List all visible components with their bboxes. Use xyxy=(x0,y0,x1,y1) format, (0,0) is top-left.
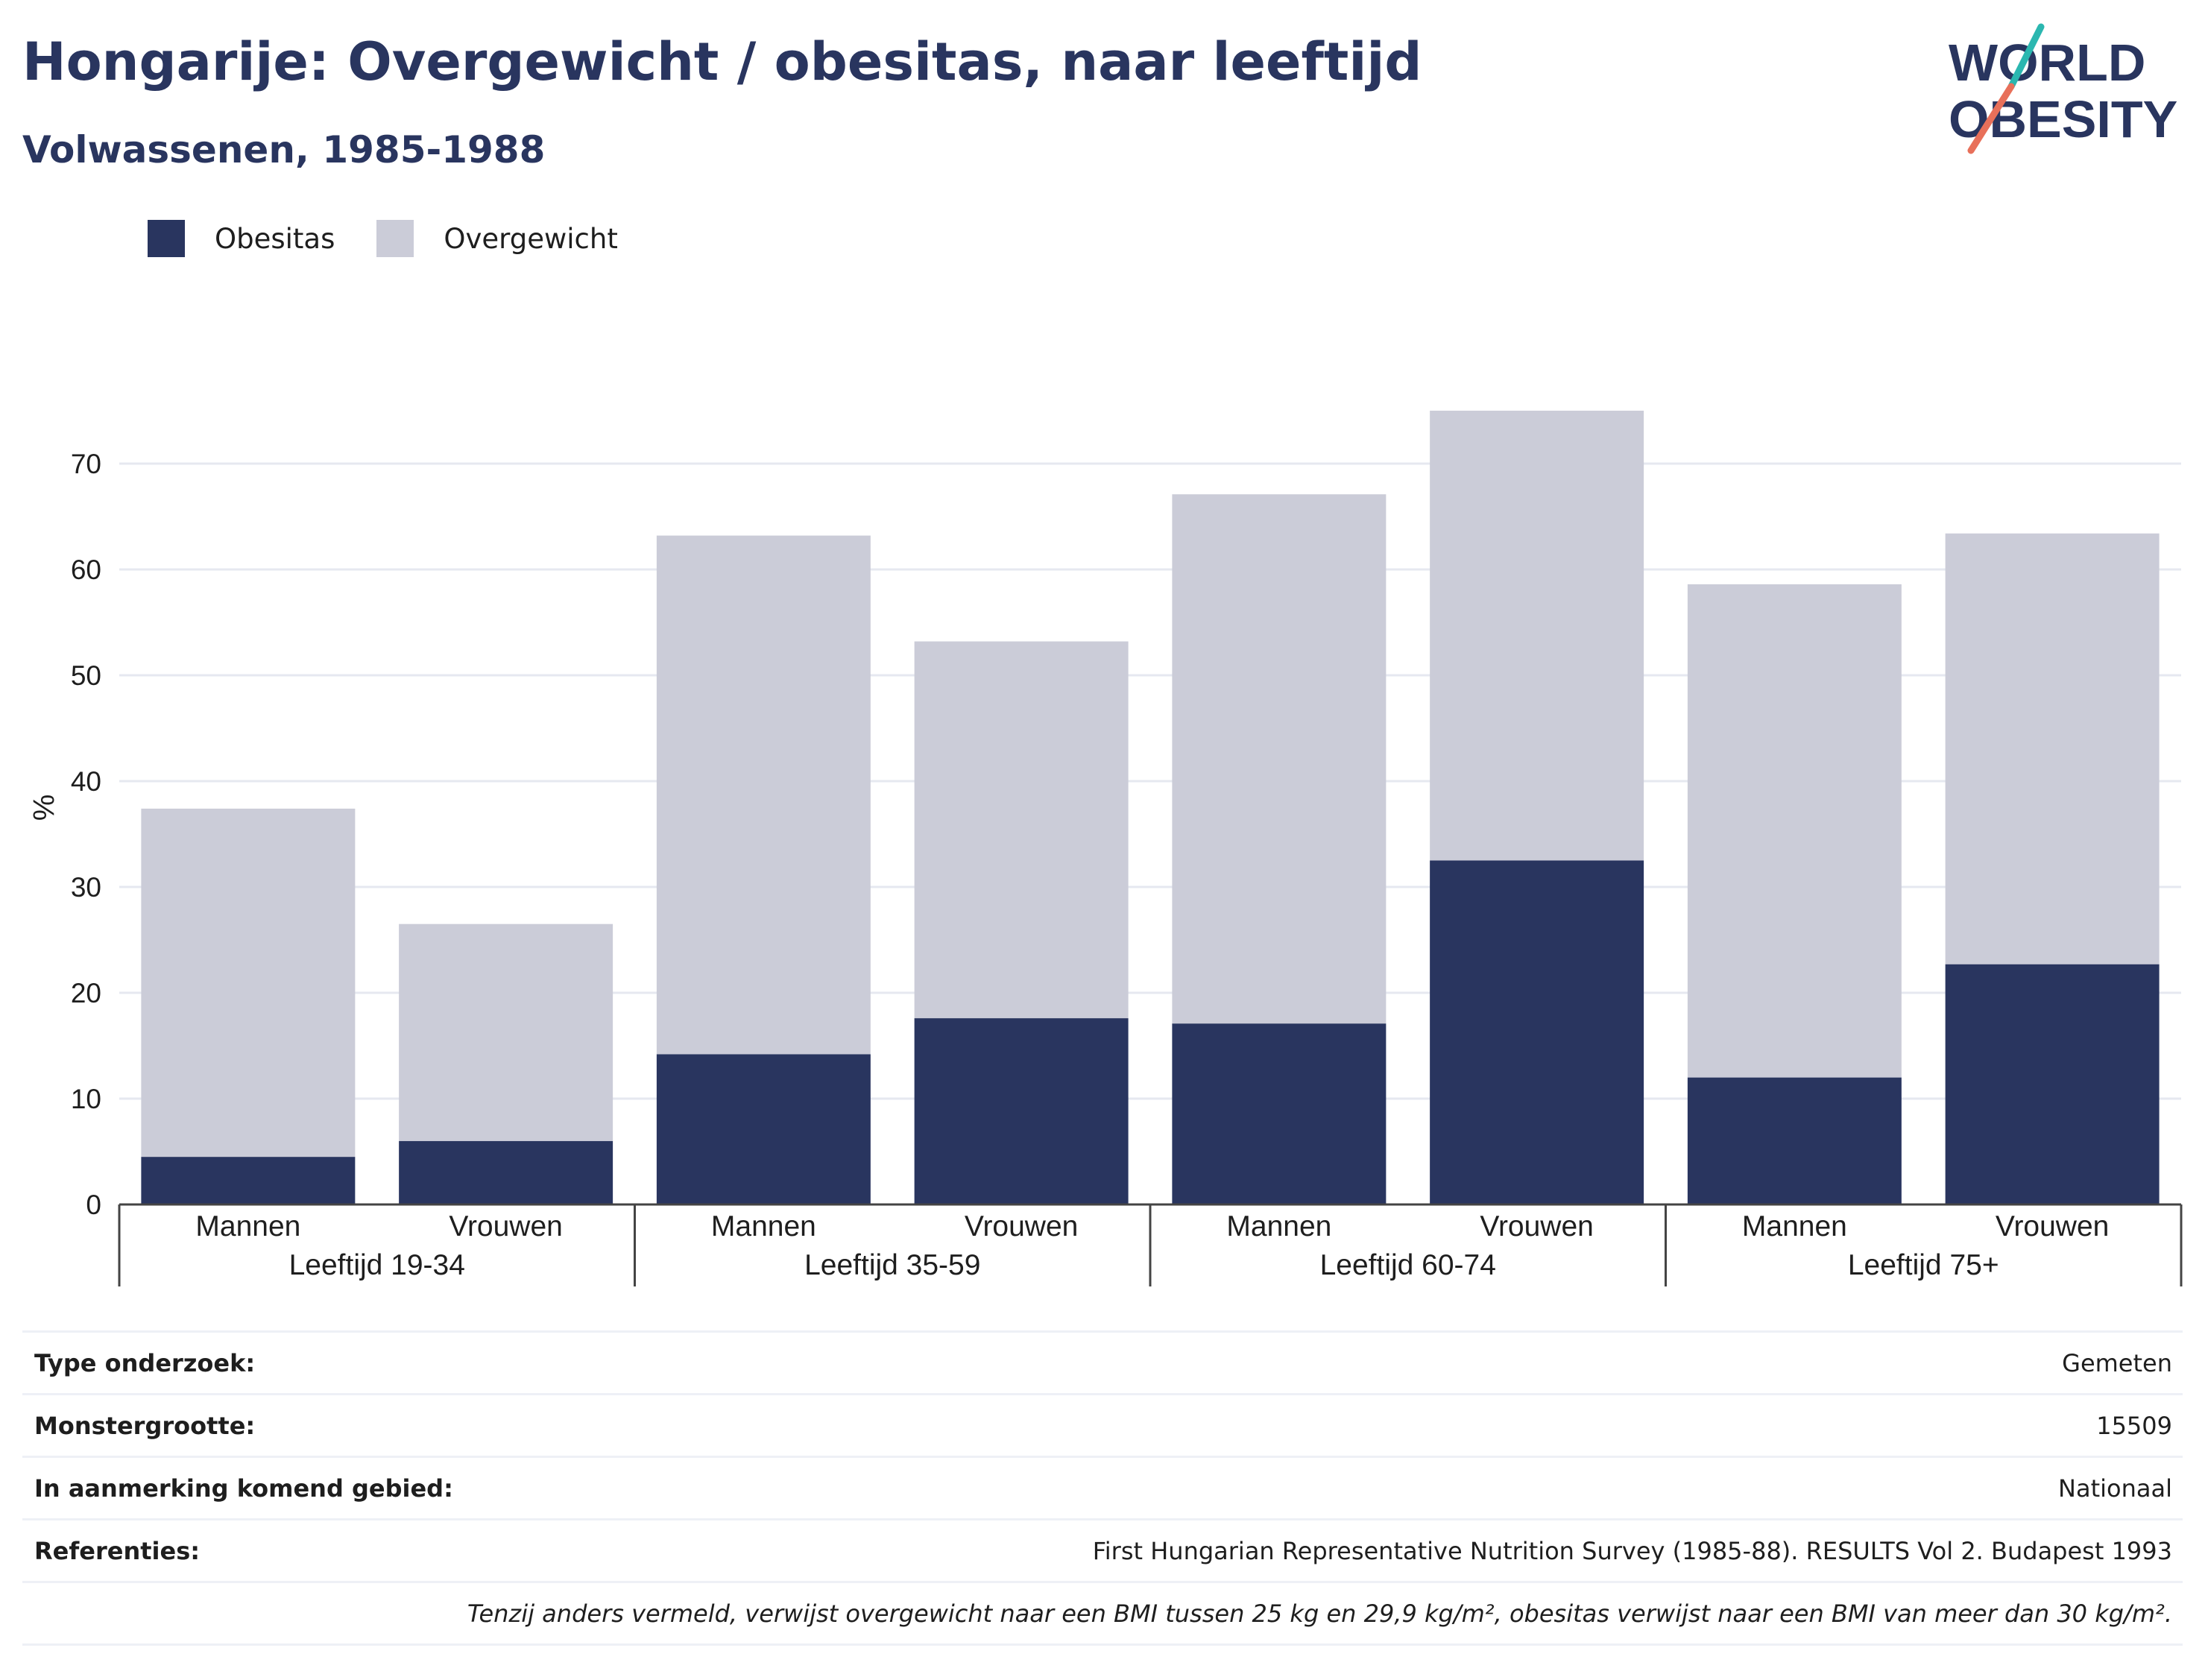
y-tick-label: 10 xyxy=(71,1084,101,1114)
legend-item-obesitas[interactable]: Obesitas xyxy=(148,220,335,257)
meta-label: Referenties: xyxy=(34,1536,201,1565)
y-tick-label: 20 xyxy=(71,978,101,1008)
meta-label: In aanmerking komend gebied: xyxy=(34,1474,453,1503)
logo-slash-coral xyxy=(1967,83,2015,154)
x-tick-label: Mannen xyxy=(711,1210,816,1242)
legend-swatch-overgewicht xyxy=(376,220,414,257)
footnote: Tenzij anders vermeld, verwijst overgewi… xyxy=(467,1599,2172,1628)
bar-overgewicht xyxy=(141,808,356,1158)
x-tick-label: Vrouwen xyxy=(965,1210,1078,1242)
meta-row-references: Referenties: First Hungarian Representat… xyxy=(22,1518,2183,1581)
bar-obesitas xyxy=(1687,1077,1902,1204)
logo-text-world: WORLD xyxy=(1949,34,2145,92)
x-tick-label: Vrouwen xyxy=(1996,1210,2109,1242)
y-tick-label: 50 xyxy=(71,660,101,691)
meta-row-sample: Monstergrootte: 15509 xyxy=(22,1393,2183,1456)
footnote-row: Tenzij anders vermeld, verwijst overgewi… xyxy=(22,1581,2183,1646)
y-tick-label: 40 xyxy=(71,766,101,797)
bar-obesitas xyxy=(1172,1023,1387,1204)
meta-row-area: In aanmerking komend gebied: Nationaal xyxy=(22,1456,2183,1518)
meta-row-type: Type onderzoek: Gemeten xyxy=(22,1330,2183,1393)
stacked-bar-chart: 0 10 20 30 40 50 60 70% Mannen Vrouwen Mannen Vrouw… xyxy=(28,411,2183,1286)
chart-legend: Obesitas Overgewicht xyxy=(148,220,660,257)
bar-obesitas xyxy=(1945,964,2160,1204)
legend-label-obesitas: Obesitas xyxy=(215,222,335,255)
bar-overgewicht xyxy=(914,641,1129,1019)
bar-obesitas xyxy=(914,1018,1129,1204)
logo-text-obesity: OBESITY xyxy=(1949,90,2177,148)
meta-value: 15509 xyxy=(2096,1411,2172,1440)
x-tick-label: Mannen xyxy=(1226,1210,1331,1242)
x-tick-label: Vrouwen xyxy=(449,1210,562,1242)
bar-overgewicht xyxy=(1430,411,1644,861)
y-tick-label: 30 xyxy=(71,872,101,903)
legend-item-overgewicht[interactable]: Overgewicht xyxy=(376,220,618,257)
legend-swatch-obesitas xyxy=(148,220,185,257)
x-group-label: Leeftijd 60-74 xyxy=(1320,1249,1496,1281)
bar-overgewicht xyxy=(1687,584,1902,1078)
meta-label: Type onderzoek: xyxy=(34,1348,256,1377)
x-group-label: Leeftijd 19-34 xyxy=(289,1249,465,1281)
x-group-label: Leeftijd 35-59 xyxy=(804,1249,980,1281)
bar-overgewicht xyxy=(399,923,613,1141)
page-subtitle: Volwassenen, 1985-1988 xyxy=(22,128,546,171)
y-tick-label: 70 xyxy=(71,449,101,479)
x-tick-label: Vrouwen xyxy=(1480,1210,1593,1242)
bar-overgewicht xyxy=(1172,494,1387,1024)
logo-slash-teal xyxy=(2007,23,2045,90)
x-tick-label: Mannen xyxy=(195,1210,300,1242)
meta-value: First Hungarian Representative Nutrition… xyxy=(1092,1536,2172,1565)
bar-obesitas xyxy=(1430,860,1644,1204)
bar-overgewicht xyxy=(656,535,871,1055)
bar-obesitas xyxy=(141,1157,356,1204)
x-tick-label: Mannen xyxy=(1742,1210,1847,1242)
bar-obesitas xyxy=(399,1140,613,1204)
y-tick-label: 0 xyxy=(86,1190,101,1220)
bar-obesitas xyxy=(656,1054,871,1204)
world-obesity-logo: WORLD OBESITY xyxy=(1949,23,2177,154)
meta-value: Nationaal xyxy=(2058,1474,2172,1503)
y-tick-label: 60 xyxy=(71,555,101,585)
bar-overgewicht xyxy=(1945,533,2160,964)
x-group-label: Leeftijd 75+ xyxy=(1848,1249,1999,1281)
legend-label-overgewicht: Overgewicht xyxy=(444,222,618,255)
meta-value: Gemeten xyxy=(2062,1348,2172,1377)
survey-info-table: Type onderzoek: Gemeten Monstergrootte: … xyxy=(22,1330,2183,1646)
y-axis-label: % xyxy=(28,795,61,821)
meta-label: Monstergrootte: xyxy=(34,1411,256,1440)
page-title: Hongarije: Overgewicht / obesitas, naar … xyxy=(22,31,1422,92)
